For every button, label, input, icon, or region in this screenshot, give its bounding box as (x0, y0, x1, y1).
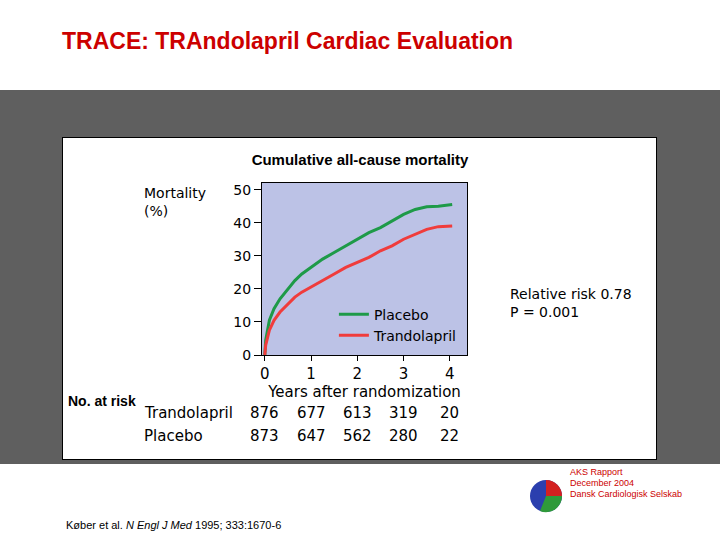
html-text:AKS Rapport: AKS Rapport (570, 467, 623, 477)
svg-text:22: 22 (440, 427, 459, 445)
svg-text:20: 20 (233, 281, 251, 297)
svg-text:0: 0 (260, 365, 270, 383)
svg-text:50: 50 (233, 182, 251, 198)
svg-text:No. at risk: No. at risk (68, 393, 136, 409)
svg-text:319: 319 (389, 404, 418, 422)
svg-text:0: 0 (242, 347, 251, 363)
svg-text:1: 1 (306, 365, 316, 383)
html-text:Dansk Cardiologisk Selskab: Dansk Cardiologisk Selskab (570, 489, 683, 499)
html-text:Køber et al. N Engl J Med 1995: Køber et al. N Engl J Med 1995; 333:1670… (66, 519, 282, 531)
html-text:December 2004: December 2004 (570, 478, 634, 488)
svg-text:Relative risk 0.78P = 0.001: Relative risk 0.78P = 0.001 (510, 286, 632, 320)
svg-text:677: 677 (297, 404, 326, 422)
html-text:TRACE: TRAndolapril Cardiac Ev: TRACE: TRAndolapril Cardiac Evaluation (62, 28, 514, 54)
svg-text:Placebo: Placebo (144, 427, 203, 445)
svg-text:280: 280 (389, 427, 418, 445)
svg-text:613: 613 (343, 404, 372, 422)
svg-text:3: 3 (399, 365, 409, 383)
svg-text:873: 873 (250, 427, 279, 445)
svg-text:562: 562 (343, 427, 372, 445)
svg-text:Mortality(%): Mortality(%) (144, 185, 206, 219)
svg-text:Years after randomization: Years after randomization (267, 383, 461, 401)
svg-text:40: 40 (233, 215, 251, 231)
svg-text:647: 647 (297, 427, 326, 445)
svg-text:4: 4 (445, 365, 455, 383)
svg-text:20: 20 (440, 404, 459, 422)
svg-text:876: 876 (250, 404, 279, 422)
svg-text:Placebo: Placebo (374, 307, 429, 323)
svg-text:Cumulative all-cause mortality: Cumulative all-cause mortality (252, 151, 469, 168)
svg-text:30: 30 (233, 248, 251, 264)
svg-text:Trandolapril: Trandolapril (373, 328, 456, 344)
svg-text:2: 2 (353, 365, 363, 383)
svg-text:10: 10 (233, 314, 251, 330)
svg-text:Trandolapril: Trandolapril (144, 404, 233, 422)
